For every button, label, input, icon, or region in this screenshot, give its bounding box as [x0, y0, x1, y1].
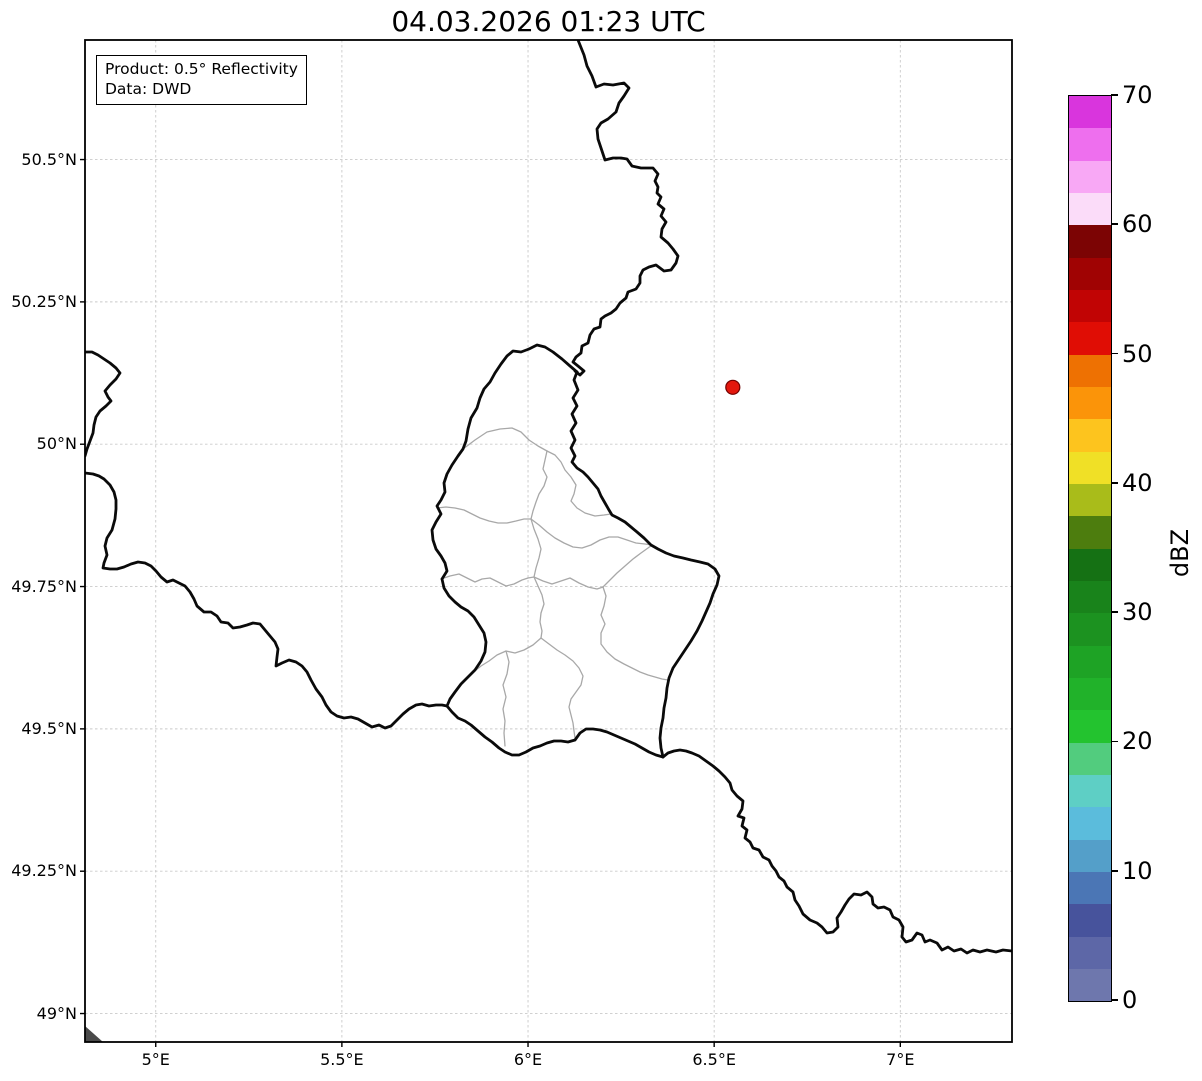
border-fr-de: [661, 748, 1012, 955]
colorbar-segment: [1069, 483, 1111, 517]
axis-ticks: [80, 158, 902, 1047]
colorbar-tick-label: 50: [1122, 339, 1153, 368]
country-borders: [85, 40, 1012, 955]
colorbar-segment: [1069, 451, 1111, 484]
y-tick-label: 50°N: [36, 434, 77, 454]
colorbar-segment: [1069, 160, 1111, 193]
colorbar-segment: [1069, 580, 1111, 614]
colorbar-segment: [1069, 742, 1111, 775]
colorbar: [1068, 95, 1112, 1002]
colorbar-segment: [1069, 225, 1111, 258]
colorbar-unit-label: dBZ: [1166, 528, 1194, 578]
colorbar-tick-mark: [1111, 352, 1118, 355]
colorbar-tick-mark: [1111, 223, 1118, 226]
colorbar-tick-mark: [1111, 482, 1118, 484]
colorbar-tick-label: 10: [1122, 856, 1153, 885]
border-givet-fragment: [85, 350, 122, 458]
border-fr-be: [85, 471, 449, 730]
y-tick-label: 49°N: [36, 1003, 77, 1023]
x-tick-label: 7°E: [886, 1050, 915, 1069]
colorbar-tick-label: 20: [1122, 727, 1153, 756]
colorbar-segment: [1069, 516, 1111, 549]
colorbar-segment: [1069, 96, 1111, 129]
colorbar-segment: [1069, 128, 1111, 161]
border-be-de: [571, 40, 680, 377]
colorbar-segment: [1069, 386, 1111, 420]
colorbar-tick-mark: [1111, 740, 1118, 743]
border-lu-de: [569, 370, 721, 759]
border-lu-be: [430, 343, 579, 708]
x-tick-label: 5°E: [141, 1050, 170, 1069]
page-title: 04.03.2026 01:23 UTC: [391, 5, 706, 38]
plot-frame: [84, 39, 1013, 1043]
colorbar-segment: [1069, 322, 1111, 355]
colorbar-tick-mark: [1111, 94, 1118, 96]
product-info-box: Product: 0.5° Reflectivity Data: DWD: [96, 55, 307, 105]
colorbar-segment: [1069, 548, 1111, 581]
colorbar-tick-mark: [1111, 869, 1118, 872]
y-tick-label: 50.5°N: [21, 149, 77, 169]
canton-borders: [436, 427, 669, 747]
corner-border-fragment: [85, 1026, 103, 1042]
y-tick-label: 50.25°N: [11, 291, 77, 311]
gridlines: [85, 40, 1012, 1042]
radar-marker: [725, 379, 741, 395]
colorbar-segment: [1069, 419, 1111, 452]
x-tick-label: 6°E: [513, 1050, 543, 1069]
colorbar-segment: [1069, 289, 1111, 323]
colorbar-segment: [1069, 192, 1111, 226]
border-lu-fr: [445, 704, 665, 759]
colorbar-segment: [1069, 968, 1111, 1002]
colorbar-tick-label: 40: [1122, 468, 1153, 497]
colorbar-tick-label: 30: [1122, 598, 1153, 627]
colorbar-tick-mark: [1111, 611, 1118, 613]
colorbar-segment: [1069, 936, 1111, 969]
colorbar-tick-label: 0: [1122, 986, 1138, 1014]
colorbar-segment: [1069, 871, 1111, 905]
colorbar-segment: [1069, 645, 1111, 678]
colorbar-segment: [1069, 710, 1111, 743]
colorbar-tick-label: 60: [1122, 210, 1153, 239]
y-tick-label: 49.5°N: [21, 718, 77, 738]
product-line: Product: 0.5° Reflectivity: [105, 60, 298, 78]
colorbar-segment: [1069, 807, 1111, 840]
colorbar-segment: [1069, 257, 1111, 290]
colorbar-segment: [1069, 613, 1111, 646]
colorbar-segment: [1069, 677, 1111, 711]
x-tick-label: 6.5°E: [692, 1050, 736, 1069]
x-tick-label: 5.5°E: [320, 1050, 364, 1069]
colorbar-segment: [1069, 774, 1111, 808]
colorbar-tick-mark: [1111, 999, 1118, 1001]
y-tick-label: 49.75°N: [11, 576, 77, 596]
colorbar-segment: [1069, 839, 1111, 872]
y-tick-label: 49.25°N: [11, 861, 77, 881]
colorbar-tick-label: 70: [1122, 81, 1153, 109]
data-source-line: Data: DWD: [105, 80, 192, 99]
colorbar-segment: [1069, 904, 1111, 937]
colorbar-segment: [1069, 354, 1111, 387]
